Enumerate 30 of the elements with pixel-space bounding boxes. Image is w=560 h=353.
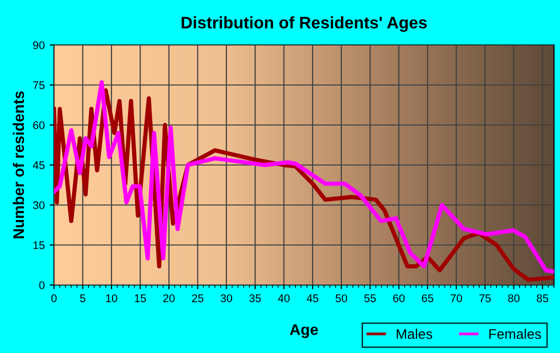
y-tick-label: 30 [33,201,45,210]
x-tick-label: 10 [106,294,118,302]
y-tick-label: 60 [33,121,45,130]
legend-label: Females [489,328,541,339]
x-tick-label: 35 [249,294,261,302]
x-tick-label: 70 [450,294,462,302]
y-tick-label: 90 [33,41,45,50]
x-tick-label: 25 [192,294,204,302]
x-tick-label: 0 [51,294,57,302]
y-tick-label: 0 [39,281,45,290]
x-tick-label: 45 [306,294,318,302]
x-tick-label: 65 [422,294,434,302]
x-tick-label: 85 [536,294,548,302]
x-axis-title: Age [290,324,318,338]
y-tick-label: 15 [33,241,45,250]
y-tick-label: 75 [33,81,45,90]
x-tick-label: 75 [479,294,491,302]
y-axis-title: Number of residents [12,91,24,238]
x-tick-label: 50 [336,294,348,302]
x-tick-label: 20 [163,294,175,302]
x-tick-label: 60 [393,294,405,302]
legend-label: Males [396,328,432,339]
x-tick-label: 30 [220,294,232,302]
x-tick-label: 15 [134,294,146,302]
chart-title: Distribution of Residents' Ages [182,16,427,32]
x-tick-label: 40 [278,294,290,302]
y-tick-label: 45 [32,161,45,170]
x-tick-label: 80 [508,294,520,302]
x-tick-label: 5 [80,294,86,302]
x-tick-label: 55 [364,294,376,302]
